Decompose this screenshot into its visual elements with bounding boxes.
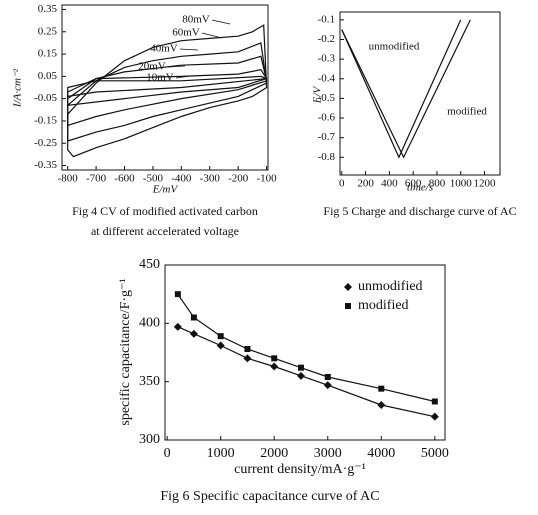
- marker: [216, 341, 225, 350]
- x-tick-label: -500: [143, 173, 164, 185]
- x-tick-label: -300: [200, 173, 221, 185]
- marker: [323, 381, 332, 390]
- series-line: [341, 19, 462, 159]
- marker: [243, 354, 252, 363]
- y-tick-label: 0.25: [38, 25, 58, 37]
- figure-caption: Fig 4 CV of modified activated carbon: [72, 204, 258, 218]
- y-tick-label: -0.2: [318, 33, 335, 45]
- y-tick-label: -0.3: [318, 53, 336, 65]
- series-label: modified: [447, 106, 487, 118]
- x-tick-label: -800: [58, 173, 79, 185]
- legend-label: modified: [358, 298, 409, 313]
- chart: -800 -700 -600 -500 -400 -300 -200 -100 0.35 0.25…: [12, 3, 278, 238]
- marker: [270, 362, 279, 371]
- series-line: [67, 42, 268, 142]
- y-tick-label: 0.05: [38, 70, 58, 82]
- y-tick-label: -0.15: [34, 114, 57, 126]
- marker: [296, 371, 305, 380]
- x-axis-label: time/s: [407, 182, 433, 194]
- series-label: unmodified: [369, 41, 420, 53]
- series-label: 10mV: [146, 72, 174, 84]
- y-axis-label: E/V: [312, 85, 324, 104]
- marker: [430, 412, 439, 421]
- y-tick-label: -0.5: [318, 92, 336, 104]
- figure-caption: Fig 6 Specific capacitance curve of AC: [160, 489, 379, 504]
- x-tick-label: 600: [405, 178, 422, 190]
- leader-line: [179, 48, 199, 51]
- marker: [431, 398, 438, 405]
- x-tick-label: 1200: [474, 178, 497, 190]
- series-label: 40mV: [150, 43, 178, 55]
- marker: [297, 364, 304, 371]
- marker: [378, 385, 385, 392]
- figure-caption: at different accelerated voltage: [91, 224, 239, 238]
- x-tick-label: -200: [228, 173, 249, 185]
- x-tick-label: -600: [114, 173, 135, 185]
- y-tick-label: -0.25: [34, 137, 57, 149]
- x-axis-label: E/mV: [152, 184, 179, 196]
- x-tick-label: 400: [381, 178, 398, 190]
- y-tick-label: -0.05: [34, 92, 57, 104]
- y-tick-label: -0.4: [318, 72, 336, 84]
- y-tick-label: 450: [139, 257, 160, 272]
- x-tick-label: 0: [164, 446, 171, 461]
- chart: 0 200 400 600 800 1000 1200 -0.1 -0.2 -0.3 -0.4 -0.…: [312, 11, 517, 218]
- y-tick-label: 0.35: [38, 3, 58, 15]
- marker: [271, 355, 278, 362]
- x-tick-label: 4000: [367, 446, 395, 461]
- series-line: [341, 19, 471, 159]
- y-tick-label: -0.8: [318, 151, 336, 163]
- series-label: 20mV: [138, 61, 166, 73]
- series-label: 60mV: [172, 27, 200, 39]
- x-tick-label: 2000: [260, 446, 288, 461]
- x-tick-label: 1000: [450, 178, 473, 190]
- y-tick-label: 300: [139, 432, 160, 447]
- y-axis-label: I/A·cm⁻²: [12, 68, 24, 108]
- leader-line: [167, 65, 186, 68]
- x-tick-label: 800: [429, 178, 446, 190]
- x-tick-label: -700: [86, 173, 107, 185]
- legend-marker: [344, 283, 352, 291]
- marker: [189, 329, 198, 338]
- leader-line: [175, 75, 191, 79]
- x-tick-label: -100: [256, 173, 277, 185]
- figure-caption: Fig 5 Charge and discharge curve of AC: [323, 204, 516, 218]
- y-tick-label: -0.1: [318, 13, 335, 25]
- leader-line: [211, 19, 231, 25]
- x-axis-label: current density/mA·g⁻¹: [234, 462, 366, 477]
- plot-frame: [339, 11, 501, 176]
- marker: [377, 401, 386, 409]
- legend-marker: [345, 303, 351, 309]
- plot-frame: [61, 4, 269, 171]
- marker: [190, 314, 197, 321]
- series-label: 80mV: [182, 14, 210, 26]
- marker: [173, 322, 182, 331]
- y-tick-label: -0.7: [318, 131, 336, 143]
- series-line: [67, 24, 268, 158]
- x-tick-label: 1000: [207, 446, 235, 461]
- x-tick-label: -400: [171, 173, 192, 185]
- leader-line: [201, 32, 223, 39]
- y-tick-label: -0.35: [34, 159, 57, 171]
- plot-frame: [164, 264, 446, 441]
- marker: [244, 346, 251, 352]
- y-tick-label: 350: [139, 374, 160, 389]
- x-tick-label: 200: [357, 178, 374, 190]
- x-tick-label: 0: [339, 178, 345, 190]
- y-tick-label: 0.15: [38, 48, 58, 60]
- series-line: [67, 75, 267, 98]
- marker: [174, 291, 181, 298]
- y-tick-label: -0.6: [318, 112, 336, 124]
- legend-label: unmodified: [358, 279, 423, 294]
- y-axis-label: specific capacitance/F·g⁻¹: [118, 278, 133, 425]
- y-tick-label: 400: [139, 316, 160, 331]
- series-line: [67, 55, 268, 127]
- series-line: [177, 326, 435, 418]
- chart: 0 1000 2000 3000 4000 5000 300 350 400 450 current…: [118, 257, 449, 504]
- x-tick-label: 5000: [421, 446, 449, 461]
- marker: [324, 374, 331, 380]
- x-tick-label: 3000: [314, 446, 342, 461]
- marker: [217, 333, 224, 340]
